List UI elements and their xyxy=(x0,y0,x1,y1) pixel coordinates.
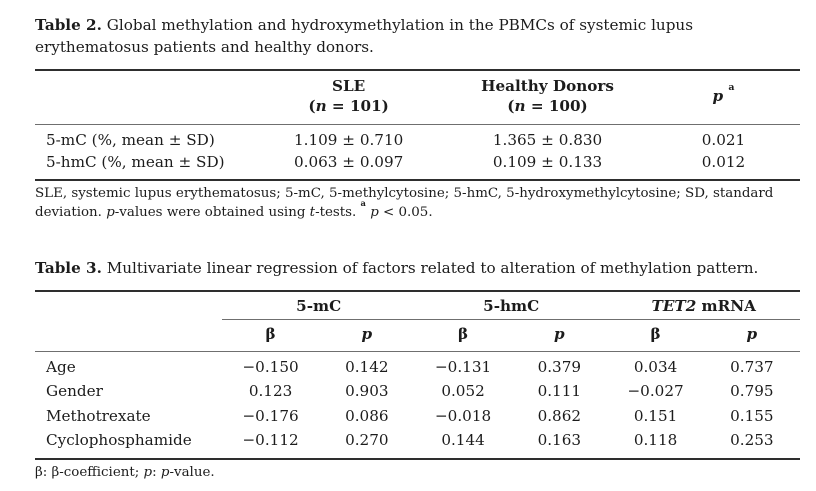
subheader-beta: β xyxy=(607,319,704,352)
cell-value: −0.027 xyxy=(627,382,684,400)
cell-p: 0.021 xyxy=(701,131,746,149)
cell-value: 0.903 xyxy=(345,382,389,400)
cell-value: 0.253 xyxy=(730,431,774,449)
row-label: Age xyxy=(46,357,76,376)
table3-group-tet2: TET2 mRNA xyxy=(607,290,800,320)
table-row: Methotrexate −0.176 0.086 −0.018 0.862 0… xyxy=(35,404,800,429)
subheader-p: p xyxy=(318,319,415,352)
table2-header-healthy: Healthy Donors (n = 100) xyxy=(448,70,647,125)
cell-value: 0.123 xyxy=(248,382,293,400)
cell-value: 0.737 xyxy=(730,357,774,376)
cell-value: 0.144 xyxy=(441,431,485,449)
row-label: Gender xyxy=(46,382,103,400)
table2-footnote: SLE, systemic lupus erythematosus; 5-mC,… xyxy=(35,186,774,220)
table3-caption: Table 3. Multivariate linear regression … xyxy=(35,258,800,280)
subheader-beta: β xyxy=(414,319,512,352)
cell-value: 0.862 xyxy=(537,406,582,425)
table-row: Gender 0.123 0.903 0.052 0.111 −0.027 0.… xyxy=(35,379,800,404)
cell-healthy: 1.365 ± 0.830 xyxy=(492,131,603,149)
cell-value: 0.111 xyxy=(537,382,582,400)
cell-value: 0.142 xyxy=(345,357,389,376)
table3-subheader-empty xyxy=(35,319,223,352)
table3-caption-label: Table 3. xyxy=(35,259,102,277)
table2-caption: Table 2. Global methylation and hydroxym… xyxy=(35,15,800,58)
table-row: Age −0.150 0.142 −0.131 0.379 0.034 0.73… xyxy=(35,351,800,379)
cell-value: 0.163 xyxy=(537,431,582,449)
table3-group-5mc: 5-mC xyxy=(222,290,415,320)
cell-value: −0.176 xyxy=(242,406,299,425)
subheader-beta: β xyxy=(222,319,319,352)
cell-value: −0.112 xyxy=(242,431,299,449)
cell-value: −0.018 xyxy=(434,406,492,425)
cell-value: 0.034 xyxy=(633,357,678,376)
table3-caption-text: Multivariate linear regression of factor… xyxy=(101,259,759,277)
cell-value: 0.052 xyxy=(441,382,485,400)
table-row: 5-hmC (%, mean ± SD) 0.063 ± 0.097 0.109… xyxy=(35,151,800,180)
table2-header-row: SLE (n = 101) Healthy Donors (n = 100) p… xyxy=(35,70,800,125)
cell-value: 0.270 xyxy=(345,431,389,449)
cell-p: 0.012 xyxy=(701,153,746,171)
table3: 5-mC 5-hmC TET2 mRNA β p β p β p Age −0.… xyxy=(35,289,800,460)
table2: SLE (n = 101) Healthy Donors (n = 100) p… xyxy=(35,69,800,181)
row-label: Methotrexate xyxy=(46,406,151,425)
table3-header-empty xyxy=(35,291,222,320)
cell-healthy: 0.109 ± 0.133 xyxy=(492,153,603,171)
table2-header-sle-line1: SLE xyxy=(332,77,366,95)
cell-value: 0.379 xyxy=(537,357,582,376)
table2-header-sle: SLE (n = 101) xyxy=(249,70,449,125)
table2-header-empty xyxy=(35,70,250,125)
subheader-p: p xyxy=(511,319,608,352)
cell-value: 0.118 xyxy=(633,431,678,449)
table2-caption-label: Table 2. xyxy=(35,16,102,34)
table2-header-p: p a xyxy=(646,70,800,125)
table3-subheader-row: β p β p β p xyxy=(35,319,800,352)
cell-value: 0.795 xyxy=(730,382,774,400)
table2-header-healthy-n: (n = 100) xyxy=(507,96,588,115)
table3-group-5hmc: 5-hmC xyxy=(414,290,608,320)
table2-caption-text: Global methylation and hydroxymethylatio… xyxy=(35,16,694,56)
table2-header-sle-n: (n = 101) xyxy=(308,96,389,115)
subheader-p: p xyxy=(703,319,800,352)
cell-sle: 1.109 ± 0.710 xyxy=(293,131,404,149)
row-label: 5-mC (%, mean ± SD) xyxy=(46,131,215,149)
cell-sle: 0.063 ± 0.097 xyxy=(293,153,404,171)
table-row: 5-mC (%, mean ± SD) 1.109 ± 0.710 1.365 … xyxy=(35,125,800,152)
table3-group-header-row: 5-mC 5-hmC TET2 mRNA xyxy=(35,290,800,320)
cell-value: 0.151 xyxy=(633,406,678,425)
row-label: Cyclophosphamide xyxy=(46,431,192,449)
table2-header-healthy-line1: Healthy Donors xyxy=(481,77,614,95)
cell-value: −0.131 xyxy=(434,357,492,376)
cell-value: 0.086 xyxy=(345,406,389,425)
row-label: 5-hmC (%, mean ± SD) xyxy=(46,153,225,171)
table3-footnote: β: β-coefficient; p: p-value. xyxy=(35,464,215,480)
cell-value: 0.155 xyxy=(730,406,774,425)
cell-value: −0.150 xyxy=(242,357,299,376)
table-row: Cyclophosphamide −0.112 0.270 0.144 0.16… xyxy=(35,428,800,459)
